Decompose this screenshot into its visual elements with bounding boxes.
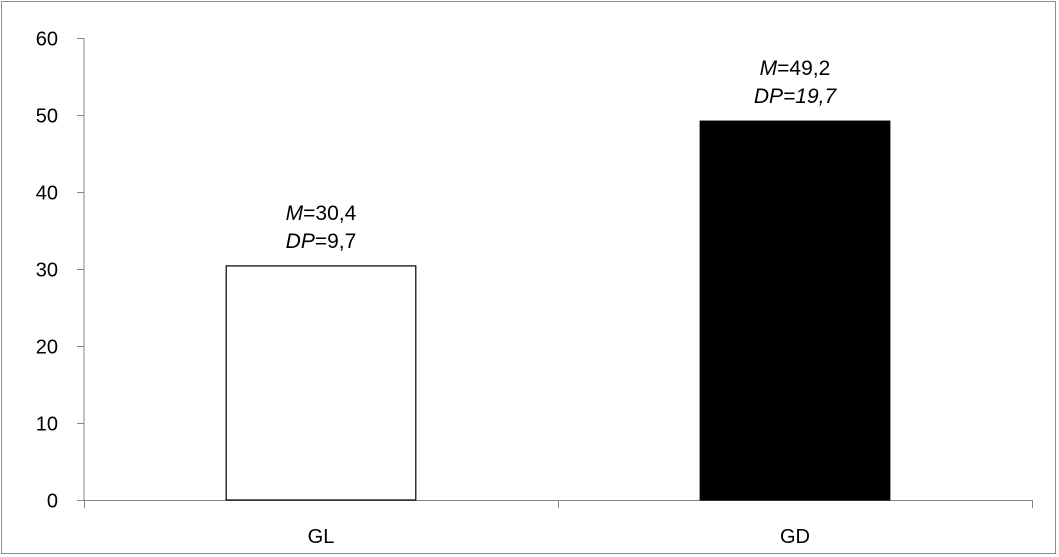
y-tick-label: 40	[36, 183, 58, 205]
sd-prefix: DP	[286, 230, 315, 253]
bar-gd	[699, 120, 891, 501]
y-tick-label: 0	[47, 491, 58, 513]
y-tick-label: 20	[36, 337, 58, 359]
sd-value: =9,7	[315, 230, 356, 253]
bars	[225, 120, 891, 501]
data-label-mean: M=49,2	[760, 57, 831, 80]
sd-value: =19,7	[783, 85, 837, 108]
x-tick-label: GD	[780, 526, 810, 548]
y-axis: 0 10 20 30 40 50 60	[36, 29, 85, 513]
data-label-sd: DP=9,7	[286, 230, 357, 253]
x-axis: GL GD	[84, 500, 1033, 548]
y-tick-label: 50	[36, 106, 58, 128]
x-tick-label: GL	[308, 526, 335, 548]
y-tick-label: 30	[36, 260, 58, 282]
mean-prefix: M	[760, 57, 778, 80]
data-labels: M=30,4DP=9,7M=49,2DP=19,7	[286, 57, 838, 253]
mean-value: =30,4	[303, 202, 356, 225]
data-label-mean: M=30,4	[286, 202, 357, 225]
sd-prefix: DP	[754, 85, 783, 108]
data-label-sd: DP=19,7	[754, 85, 838, 108]
y-tick-label: 10	[36, 414, 58, 436]
y-tick-label: 60	[36, 29, 58, 51]
mean-prefix: M	[286, 202, 304, 225]
mean-value: =49,2	[777, 57, 830, 80]
bar-gl	[225, 265, 417, 501]
